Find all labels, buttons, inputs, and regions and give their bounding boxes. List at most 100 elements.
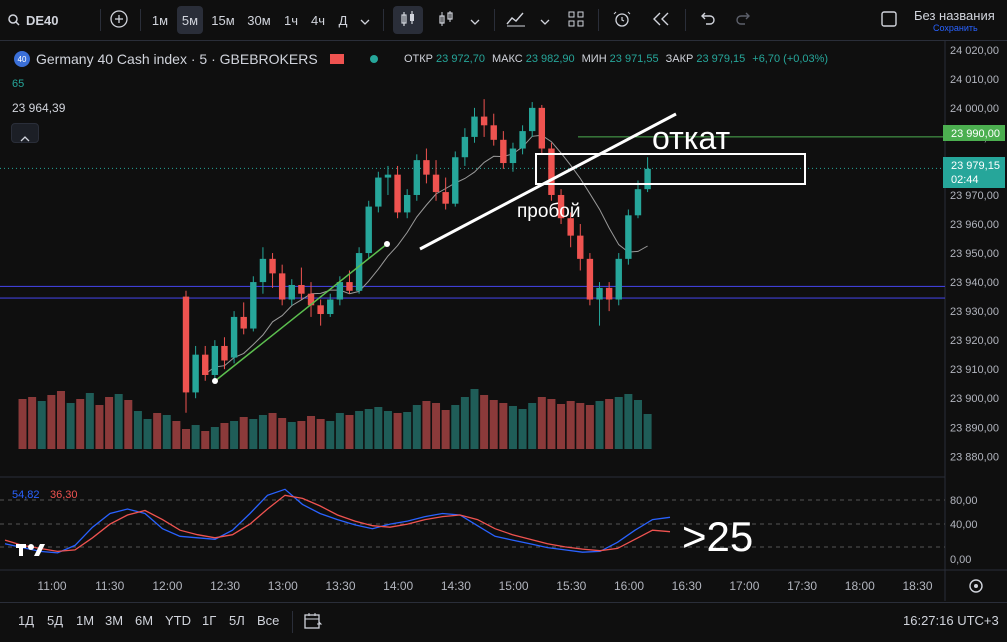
instrument-legend[interactable]: 40 Germany 40 Cash index · 5 · GBEBROKER… xyxy=(14,51,378,67)
interval-15m[interactable]: 15м xyxy=(211,12,235,28)
candle-body xyxy=(480,116,488,126)
interval-day[interactable]: Д xyxy=(338,12,348,28)
volume-bar xyxy=(614,397,623,449)
flag-icon xyxy=(329,54,344,64)
volume-bar xyxy=(326,421,335,449)
last-price-label xyxy=(943,157,1005,188)
volume-bar xyxy=(37,401,46,449)
low-label: МИН xyxy=(581,53,607,65)
chart-type-dropdown[interactable] xyxy=(466,6,484,34)
volume-bar xyxy=(422,401,431,449)
candle-body xyxy=(211,345,219,375)
price-tick: 23 940,00 xyxy=(950,277,999,289)
time-tick: 18:00 xyxy=(845,579,875,593)
range-5d[interactable]: 5Д xyxy=(47,613,64,628)
interval-1h[interactable]: 1ч xyxy=(283,12,298,28)
range-6m[interactable]: 6М xyxy=(135,613,154,628)
instrument-badge: 40 xyxy=(14,51,30,67)
instrument-name: Germany 40 Cash index · 5 · GBEBROKERS xyxy=(36,51,318,67)
volume-bar xyxy=(249,419,258,449)
oscillator-pane[interactable] xyxy=(0,488,945,554)
chart-type-button[interactable] xyxy=(393,6,423,34)
bar-style-button[interactable] xyxy=(432,6,460,34)
range-1y[interactable]: 1Г xyxy=(202,613,217,628)
candle-body xyxy=(307,293,315,306)
interval-1m[interactable]: 1м xyxy=(151,12,169,28)
volume-bar xyxy=(460,397,469,449)
volume-bar xyxy=(643,414,652,449)
range-all[interactable]: Все xyxy=(257,613,280,628)
volume-bar xyxy=(451,405,460,449)
symbol-search[interactable]: DE40 xyxy=(8,6,70,34)
time-tick: 17:00 xyxy=(729,579,759,593)
price-tick: 23 960,00 xyxy=(950,219,999,231)
candle-body xyxy=(634,189,642,216)
candle-body xyxy=(605,287,613,300)
volume-bar xyxy=(537,397,546,449)
chart-area[interactable]: откат пробой 24 020,00 24 010,00 24 000,00… xyxy=(0,41,1007,601)
volume-bar xyxy=(470,389,479,449)
volume-bar xyxy=(403,412,412,449)
undo-icon xyxy=(699,12,715,29)
volume-bars xyxy=(18,389,652,449)
volume-bar xyxy=(172,421,181,449)
candle-body xyxy=(298,284,305,294)
interval-4h[interactable]: 4ч xyxy=(310,12,325,28)
volume-bar xyxy=(85,393,94,449)
close-value: 23 979,15 xyxy=(696,53,746,65)
osc-tick: 40,00 xyxy=(950,519,978,531)
volume-bar xyxy=(499,403,508,449)
go-to-date-button[interactable] xyxy=(303,612,323,635)
moving-average-line xyxy=(204,134,648,375)
tradingview-logo xyxy=(16,544,45,556)
range-5y[interactable]: 5Л xyxy=(229,613,245,628)
oscillator-annotation: >25 xyxy=(682,513,753,560)
layout-name[interactable]: Без названия xyxy=(914,8,995,23)
save-link[interactable]: Сохранить xyxy=(933,23,978,33)
layouts-button[interactable] xyxy=(563,6,589,34)
trend-line-anchor[interactable] xyxy=(384,241,390,247)
trend-line-white[interactable] xyxy=(419,112,677,251)
add-symbol-button[interactable] xyxy=(106,6,132,34)
oscillator-d-line xyxy=(4,494,671,553)
trend-line-green[interactable] xyxy=(214,243,388,382)
range-1d[interactable]: 1Д xyxy=(18,613,35,628)
volume-bar xyxy=(143,419,152,449)
candle-body xyxy=(490,125,497,140)
indicators-dropdown[interactable] xyxy=(536,6,554,34)
trend-line-anchor[interactable] xyxy=(212,378,218,384)
interval-dropdown[interactable] xyxy=(356,6,374,34)
collapse-legend-button[interactable] xyxy=(11,123,39,143)
alert-button[interactable] xyxy=(609,6,635,34)
range-1m[interactable]: 1М xyxy=(76,613,95,628)
time-tick: 11:00 xyxy=(37,579,66,593)
interval-30m[interactable]: 30м xyxy=(247,12,271,28)
interval-5m[interactable]: 5м xyxy=(177,6,203,34)
price-axis[interactable]: 24 020,00 24 010,00 24 000,00 23 990,00 23 9… xyxy=(950,45,999,463)
indicators-button[interactable] xyxy=(502,6,530,34)
chevron-down-icon xyxy=(360,13,370,28)
candle-body xyxy=(230,316,238,358)
settings-icon[interactable] xyxy=(969,579,983,593)
time-tick: 13:30 xyxy=(325,579,355,593)
volume-bar xyxy=(412,405,421,449)
pullback-zone-rect[interactable] xyxy=(535,153,806,185)
volume-bar xyxy=(307,416,316,449)
time-axis[interactable]: 11:00 11:30 12:00 12:30 13:00 13:30 14:00 14:30… xyxy=(37,579,932,593)
time-tick: 16:00 xyxy=(614,579,644,593)
oscillator-k-line xyxy=(4,488,671,554)
range-3m[interactable]: 3М xyxy=(105,613,124,628)
clock-timezone[interactable]: 16:27:16 UTC+3 xyxy=(903,613,999,628)
grid-icon xyxy=(568,11,584,30)
redo-button[interactable] xyxy=(731,6,757,34)
replay-button[interactable] xyxy=(648,6,674,34)
candle-body xyxy=(557,194,565,219)
layout-toggle[interactable] xyxy=(876,6,902,34)
volume-bar xyxy=(191,425,200,449)
level-price-label xyxy=(943,125,1005,141)
volume-bar xyxy=(528,403,537,449)
undo-button[interactable] xyxy=(694,6,720,34)
range-ytd[interactable]: YTD xyxy=(165,613,191,628)
osc-tick: 0,00 xyxy=(950,554,971,566)
search-icon xyxy=(8,14,20,26)
